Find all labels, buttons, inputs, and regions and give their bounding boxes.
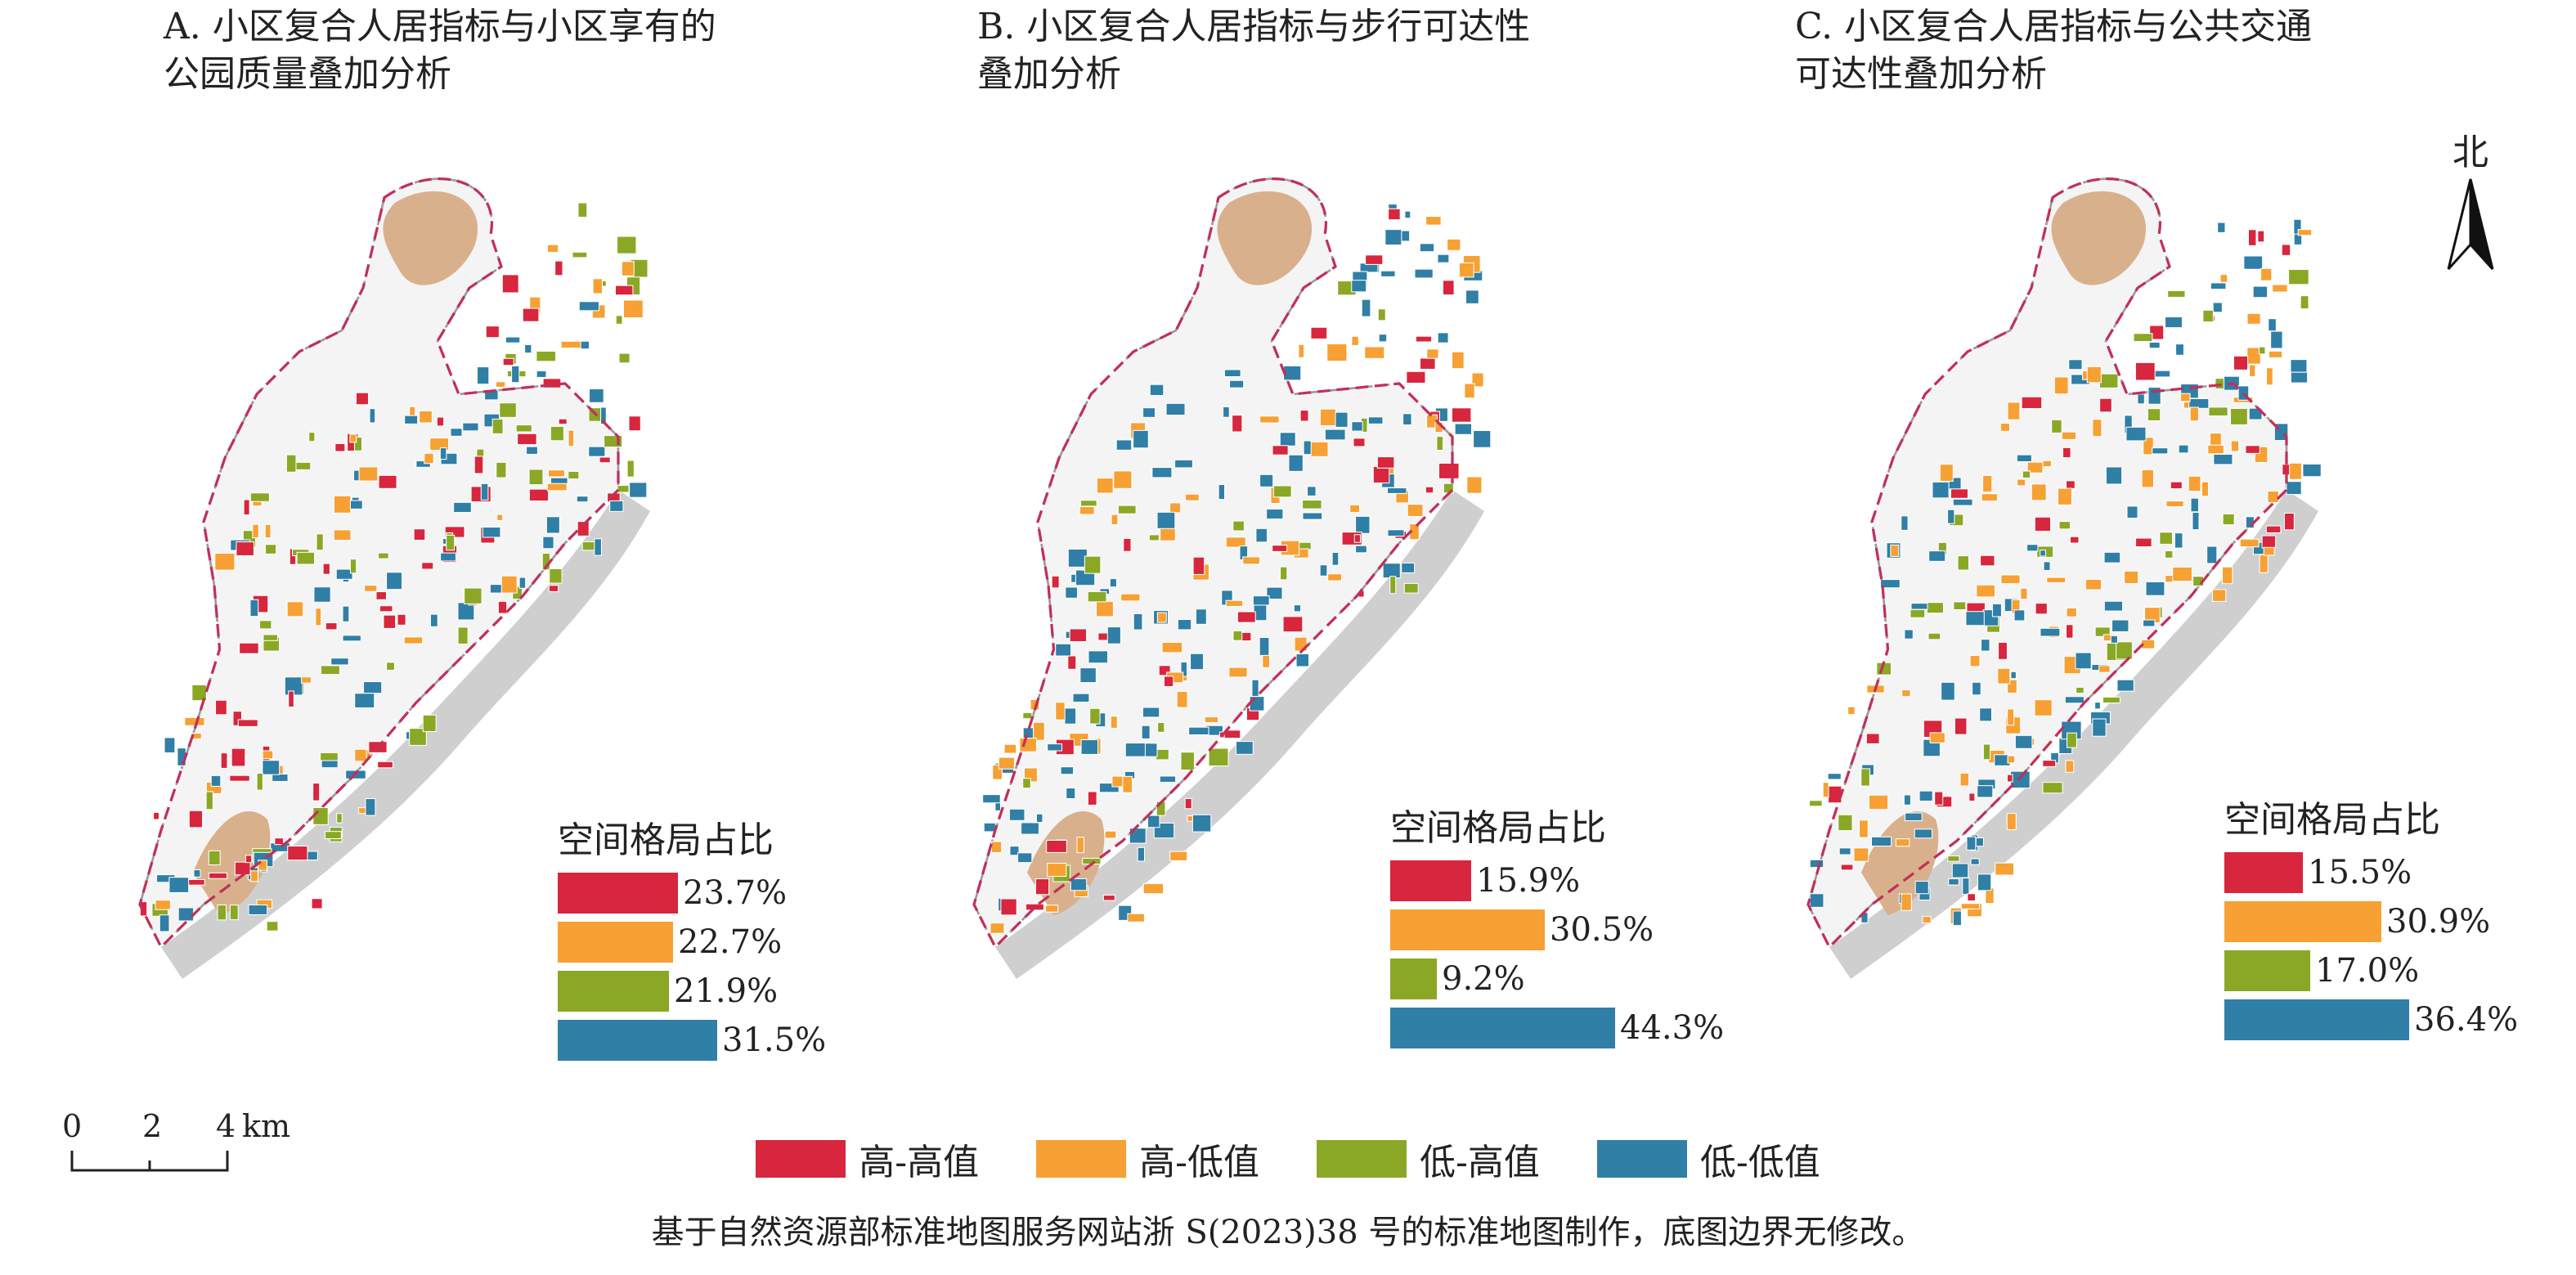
scale-line <box>70 1151 229 1172</box>
scale-tick: 2 <box>142 1108 163 1144</box>
share-legend: 空间格局占比 23.7% 22.7% 21.9% 31.5% <box>558 818 826 1065</box>
map-area <box>1806 177 2322 979</box>
class-label: 高-高值 <box>859 1142 980 1183</box>
panel-title: A. 小区复合人居指标与小区享有的 公园质量叠加分析 <box>164 6 716 95</box>
north-arrow-icon <box>2447 178 2494 271</box>
share-bar <box>1390 958 1437 999</box>
legend-title: 空间格局占比 <box>1390 807 1606 849</box>
share-row: 31.5% <box>558 1016 826 1065</box>
share-value: 23.7% <box>683 874 788 912</box>
north-arrow: 北 <box>2442 123 2499 276</box>
class-swatch <box>1596 1140 1687 1178</box>
class-label: 低-低值 <box>1699 1142 1820 1183</box>
class-item-low-low: 低-低值 <box>1596 1133 1820 1185</box>
share-row: 9.2% <box>1390 954 1724 1003</box>
scale-bar: 0 2 4 km <box>62 1108 290 1177</box>
share-row: 22.7% <box>558 918 826 967</box>
share-rows: 15.9% 30.5% 9.2% 44.3% <box>1390 856 1724 1053</box>
panel-b: B. 小区复合人居指标与步行可达性 叠加分析 空间格局占比 15.9% 30.5%… <box>908 0 1750 1112</box>
share-legend: 空间格局占比 15.9% 30.5% 9.2% 44.3% <box>1390 806 1724 1053</box>
class-item-high-high: 高-高值 <box>756 1133 979 1185</box>
share-bar <box>558 971 669 1012</box>
class-item-low-high: 低-高值 <box>1317 1133 1540 1185</box>
share-bar <box>2224 852 2303 893</box>
share-value: 30.5% <box>1550 911 1654 949</box>
share-value: 30.9% <box>2386 903 2491 941</box>
share-bar <box>1390 860 1471 901</box>
share-row: 30.9% <box>2224 897 2518 946</box>
panel-title: B. 小区复合人居指标与步行可达性 叠加分析 <box>977 6 1531 95</box>
scale-tick: 0 <box>62 1108 83 1144</box>
share-value: 21.9% <box>674 972 779 1010</box>
share-rows: 23.7% 22.7% 21.9% 31.5% <box>558 869 826 1065</box>
share-row: 15.5% <box>2224 848 2518 897</box>
panel-a: A. 小区复合人居指标与小区享有的 公园质量叠加分析 空间格局占比 23.7% 2… <box>74 0 916 1112</box>
share-row: 23.7% <box>558 869 826 918</box>
share-row: 17.0% <box>2224 946 2518 995</box>
share-row: 36.4% <box>2224 995 2518 1044</box>
panel-title: C. 小区复合人居指标与公共交通 可达性叠加分析 <box>1795 6 2313 95</box>
share-bar <box>558 1020 717 1061</box>
class-swatch <box>1317 1140 1407 1178</box>
share-value: 15.9% <box>1476 862 1581 900</box>
class-swatch <box>756 1140 846 1178</box>
north-label: 北 <box>2453 132 2488 173</box>
share-value: 44.3% <box>1620 1009 1725 1047</box>
share-row: 44.3% <box>1390 1003 1724 1053</box>
share-bar <box>2224 901 2381 942</box>
scale-unit: km <box>242 1108 291 1144</box>
share-value: 22.7% <box>678 923 783 961</box>
share-legend: 空间格局占比 15.5% 30.9% 17.0% 36.4% <box>2224 797 2518 1044</box>
scale-ticks: 0 2 4 km <box>62 1108 290 1149</box>
share-value: 31.5% <box>722 1021 827 1059</box>
share-bar <box>1390 1008 1615 1048</box>
scale-tick: 4 <box>216 1108 236 1144</box>
share-bar <box>2224 950 2310 991</box>
share-value: 36.4% <box>2414 1001 2519 1039</box>
legend-title: 空间格局占比 <box>2224 799 2440 841</box>
share-value: 9.2% <box>1442 960 1525 998</box>
share-value: 17.0% <box>2315 952 2420 990</box>
footnote: 基于自然资源部标准地图服务网站浙 S(2023)38 号的标准地图制作，底图边界… <box>651 1214 1925 1251</box>
share-value: 15.5% <box>2308 854 2412 891</box>
class-item-high-low: 高-低值 <box>1036 1133 1259 1185</box>
share-bar <box>2224 999 2409 1040</box>
class-label: 低-高值 <box>1420 1142 1540 1183</box>
share-row: 30.5% <box>1390 905 1724 954</box>
class-label: 高-低值 <box>1139 1142 1259 1183</box>
map-area <box>138 177 650 979</box>
map-area <box>972 177 1492 979</box>
legend-title: 空间格局占比 <box>558 819 774 861</box>
share-row: 15.9% <box>1390 856 1724 905</box>
class-legend: 高-高值 高-低值 低-高值 低-低值 <box>0 1133 2576 1185</box>
share-bar <box>558 873 678 914</box>
share-bar <box>558 922 673 963</box>
class-swatch <box>1036 1140 1127 1178</box>
share-rows: 15.5% 30.9% 17.0% 36.4% <box>2224 848 2518 1044</box>
share-row: 21.9% <box>558 967 826 1016</box>
panel-c: C. 小区复合人居指标与公共交通 可达性叠加分析 空间格局占比 15.5% 30.… <box>1742 0 2576 1112</box>
share-bar <box>1390 909 1545 950</box>
